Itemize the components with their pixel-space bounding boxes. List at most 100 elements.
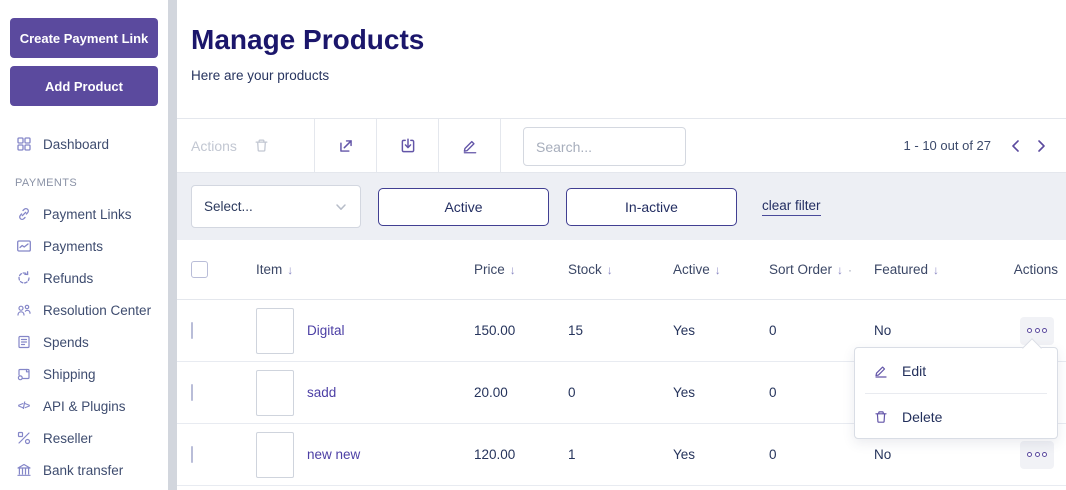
column-header-featured[interactable]: Featured ↓ <box>874 262 940 277</box>
dot-icon <box>1027 452 1032 457</box>
sort-desc-icon: ↓ <box>287 262 294 277</box>
sort-desc-icon: ↓ <box>837 262 844 277</box>
export-button[interactable] <box>315 119 376 172</box>
link-icon <box>15 206 32 223</box>
page-header: Manage Products Here are your products <box>177 0 1066 118</box>
table-header: Item ↓ Price ↓ Stock ↓ Active ↓ Sort Ord… <box>177 240 1066 300</box>
sort-desc-icon: ↓ <box>714 262 721 277</box>
clear-filter-link[interactable]: clear filter <box>762 198 821 216</box>
column-header-price[interactable]: Price ↓ <box>474 262 516 277</box>
sidebar-item-label: Dashboard <box>43 136 110 152</box>
trash-icon <box>873 409 889 425</box>
product-thumbnail <box>256 307 294 354</box>
sort-secondary-icon: · <box>848 262 853 277</box>
product-name-link[interactable]: new new <box>307 447 361 462</box>
table-row: new new 120.00 1 Yes 0 No <box>177 424 1066 486</box>
toolbar-divider <box>376 119 377 172</box>
sidebar-item-payment-links[interactable]: Payment Links <box>0 198 168 230</box>
next-page-button[interactable] <box>1033 138 1049 154</box>
filter-select[interactable]: Select... <box>191 185 361 228</box>
sidebar-item-label: Reseller <box>43 430 93 446</box>
refresh-icon <box>15 270 32 287</box>
people-icon <box>15 302 32 319</box>
stock-cell: 0 <box>568 385 576 400</box>
sort-order-cell: 0 <box>769 323 777 338</box>
document-icon <box>15 334 32 351</box>
sidebar-item-reseller[interactable]: Reseller <box>0 422 168 454</box>
download-icon <box>399 137 417 155</box>
trash-icon <box>253 137 270 154</box>
sidebar-section-payments: PAYMENTS <box>15 177 78 189</box>
sidebar-item-resolution-center[interactable]: Resolution Center <box>0 294 168 326</box>
row-checkbox[interactable] <box>191 384 193 401</box>
dashboard-icon <box>15 136 32 153</box>
pen-icon <box>461 137 479 155</box>
price-cell: 20.00 <box>474 385 508 400</box>
code-icon: </> <box>17 400 31 412</box>
menu-item-delete[interactable]: Delete <box>855 394 1057 439</box>
sidebar-item-payments[interactable]: Payments <box>0 230 168 262</box>
column-header-stock[interactable]: Stock ↓ <box>568 262 613 277</box>
active-cell: Yes <box>673 385 696 400</box>
row-checkbox[interactable] <box>191 446 193 463</box>
active-cell: Yes <box>673 447 696 462</box>
dot-icon <box>1034 452 1040 457</box>
prev-page-button[interactable] <box>1008 138 1024 154</box>
sidebar-item-spends[interactable]: Spends <box>0 326 168 358</box>
sidebar-item-label: Shipping <box>43 366 96 382</box>
import-button[interactable] <box>377 119 438 172</box>
bulk-actions-disabled: Actions <box>177 119 314 172</box>
bank-icon <box>15 462 32 479</box>
filter-active-button[interactable]: Active <box>378 187 549 226</box>
menu-item-edit[interactable]: Edit <box>855 348 1057 393</box>
main-content: Manage Products Here are your products A… <box>177 0 1066 490</box>
sidebar-item-label: Refunds <box>43 270 94 286</box>
sidebar: Create Payment Link Add Product Dashboar… <box>0 0 168 490</box>
sidebar-item-refunds[interactable]: Refunds <box>0 262 168 294</box>
row-actions-menu: Edit Delete <box>854 347 1058 439</box>
product-name-link[interactable]: Digital <box>307 323 345 338</box>
filter-inactive-button[interactable]: In-active <box>566 187 737 226</box>
dot-icon <box>1034 328 1040 333</box>
chevron-down-icon <box>334 200 348 214</box>
actions-label: Actions <box>191 137 237 154</box>
sidebar-item-api-plugins[interactable]: </> API & Plugins <box>0 390 168 422</box>
search-input[interactable] <box>523 127 686 166</box>
select-all-checkbox[interactable] <box>191 261 208 278</box>
price-cell: 120.00 <box>474 447 516 462</box>
column-header-actions: Actions <box>1013 262 1058 277</box>
row-actions-button[interactable] <box>1020 440 1054 469</box>
pagination: 1 - 10 out of 27 <box>904 119 1066 172</box>
stock-cell: 1 <box>568 447 576 462</box>
row-checkbox[interactable] <box>191 322 193 339</box>
sort-desc-icon: ↓ <box>509 262 516 277</box>
sidebar-item-shipping[interactable]: Shipping <box>0 358 168 390</box>
sort-desc-icon: ↓ <box>933 262 940 277</box>
filter-select-value: Select... <box>204 199 253 214</box>
product-thumbnail <box>256 369 294 416</box>
product-name-link[interactable]: sadd <box>307 385 337 400</box>
sidebar-item-label: Spends <box>43 334 89 350</box>
sidebar-item-dashboard[interactable]: Dashboard <box>0 128 168 160</box>
column-header-item[interactable]: Item ↓ <box>256 262 294 277</box>
table-row: Digital 150.00 15 Yes 0 No <box>177 300 1066 362</box>
page-subtitle: Here are your products <box>191 68 330 83</box>
row-actions-button[interactable] <box>1020 316 1054 345</box>
sort-order-cell: 0 <box>769 385 777 400</box>
pagination-text: 1 - 10 out of 27 <box>903 138 991 153</box>
price-cell: 150.00 <box>474 323 516 338</box>
create-payment-link-button[interactable]: Create Payment Link <box>10 18 158 58</box>
sidebar-item-bank-transfer[interactable]: Bank transfer <box>0 454 168 486</box>
dot-icon <box>1042 328 1047 333</box>
toolbar: Actions <box>177 118 1066 173</box>
dot-icon <box>1027 328 1032 333</box>
column-header-sort-order[interactable]: Sort Order ↓ · <box>769 262 853 277</box>
column-header-active[interactable]: Active ↓ <box>673 262 721 277</box>
sidebar-item-label: Payment Links <box>43 206 132 222</box>
featured-cell: No <box>874 323 892 338</box>
edit-mode-button[interactable] <box>439 119 500 172</box>
page-title: Manage Products <box>191 24 425 55</box>
sidebar-item-label: Payments <box>43 238 104 254</box>
external-link-icon <box>337 137 355 155</box>
add-product-button[interactable]: Add Product <box>10 66 158 106</box>
